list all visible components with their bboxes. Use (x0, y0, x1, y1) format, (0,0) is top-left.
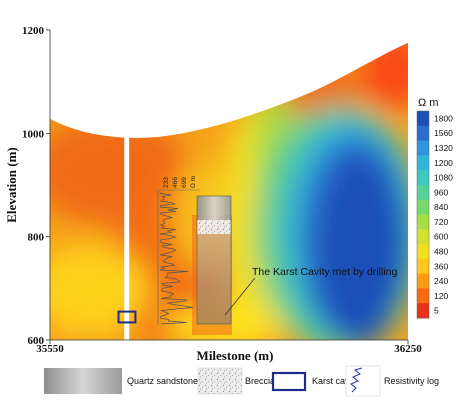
x-tick-label: 35550 (36, 343, 64, 355)
x-axis-title: Milestone (m) (197, 348, 274, 363)
colorbar-label: 1800 (434, 113, 453, 123)
log-scale-labels: 233 466 699 Ω m (163, 176, 197, 188)
colorbar-label: 600 (434, 232, 448, 242)
legend-swatch-karst-cavity (271, 371, 307, 392)
legend-swatch-resistivity-log (345, 365, 381, 397)
x-tick-label: 36250 (394, 343, 422, 355)
borehole-quartz-sandstone (197, 196, 231, 220)
colorbar-swatch (417, 155, 429, 171)
karst-cavity-marker (117, 310, 137, 324)
legend-swatch-quartz-sandstone (44, 368, 122, 394)
colorbar-label: 960 (434, 187, 448, 197)
colorbar-swatch (417, 184, 429, 201)
colorbar-label: 1200 (434, 158, 453, 168)
resistivity-log (159, 191, 193, 325)
log-scale-label: 699 (181, 177, 188, 188)
colorbar-label: 1080 (434, 173, 453, 183)
y-tick-label: 600 (28, 335, 45, 347)
colorbar-swatch (417, 140, 429, 156)
colorbar-label: 1560 (434, 128, 453, 138)
y-axis-title: Elevation (m) (4, 147, 19, 222)
colorbar-frame (416, 110, 430, 319)
colorbar-unit: Ω m (418, 97, 438, 109)
colorbar-swatch (417, 244, 429, 260)
colorbar: 1800 1560 1320 1200 1080 960 840 720 600 480 360 24… (416, 110, 453, 319)
cavity-leader-line (224, 277, 256, 316)
colorbar-swatch (417, 199, 429, 215)
colorbar-swatch (417, 273, 429, 289)
colorbar-label: 480 (434, 246, 448, 256)
colorbar-label: 1320 (434, 143, 453, 153)
log-scale-label: Ω m (190, 176, 197, 188)
borehole-breccia (197, 220, 231, 234)
log-scale-label: 233 (163, 177, 170, 188)
resistivity-log-icon (350, 367, 363, 393)
colorbar-swatch (417, 170, 429, 186)
x-axis: 35550 36250 (36, 339, 422, 355)
y-tick-label: 800 (28, 232, 45, 244)
colorbar-swatch (417, 229, 429, 245)
terrain-profile (49, 41, 409, 138)
colorbar-swatch (417, 125, 429, 142)
colorbar-swatch (417, 303, 429, 319)
cavity-annotation: The Karst Cavity met by drilling (252, 266, 397, 278)
legend-swatch-breccia (197, 367, 243, 395)
colorbar-label: 840 (434, 202, 448, 212)
y-tick-label: 1000 (22, 128, 45, 140)
legend-label-quartz-sandstone: Quartz sandstone (127, 376, 198, 386)
colorbar-swatch (417, 214, 429, 230)
legend-label-breccia: Breccia (245, 376, 275, 386)
colorbar-label: 360 (434, 261, 448, 271)
colorbar-label: 5 (434, 306, 439, 316)
colorbar-swatch (417, 258, 429, 275)
legend: Quartz sandstone Breccia Karst cavity Re… (44, 365, 439, 397)
colorbar-swatch (417, 288, 429, 304)
borehole-outline (196, 195, 232, 325)
borehole-line (124, 118, 130, 340)
colorbar-label: 120 (434, 291, 448, 301)
colorbar-label: 240 (434, 276, 448, 286)
legend-label-resistivity-log: Resistivity log (384, 376, 439, 386)
log-scale-label: 466 (172, 177, 179, 188)
colorbar-label: 720 (434, 217, 448, 227)
legend-label-karst-cavity: Karst cavity (312, 376, 359, 386)
y-axis: 600 800 1000 1200 (22, 25, 51, 347)
y-tick-label: 1200 (22, 25, 45, 37)
borehole-column (196, 195, 232, 325)
borehole-lower (197, 234, 231, 324)
colorbar-swatch (417, 111, 429, 127)
